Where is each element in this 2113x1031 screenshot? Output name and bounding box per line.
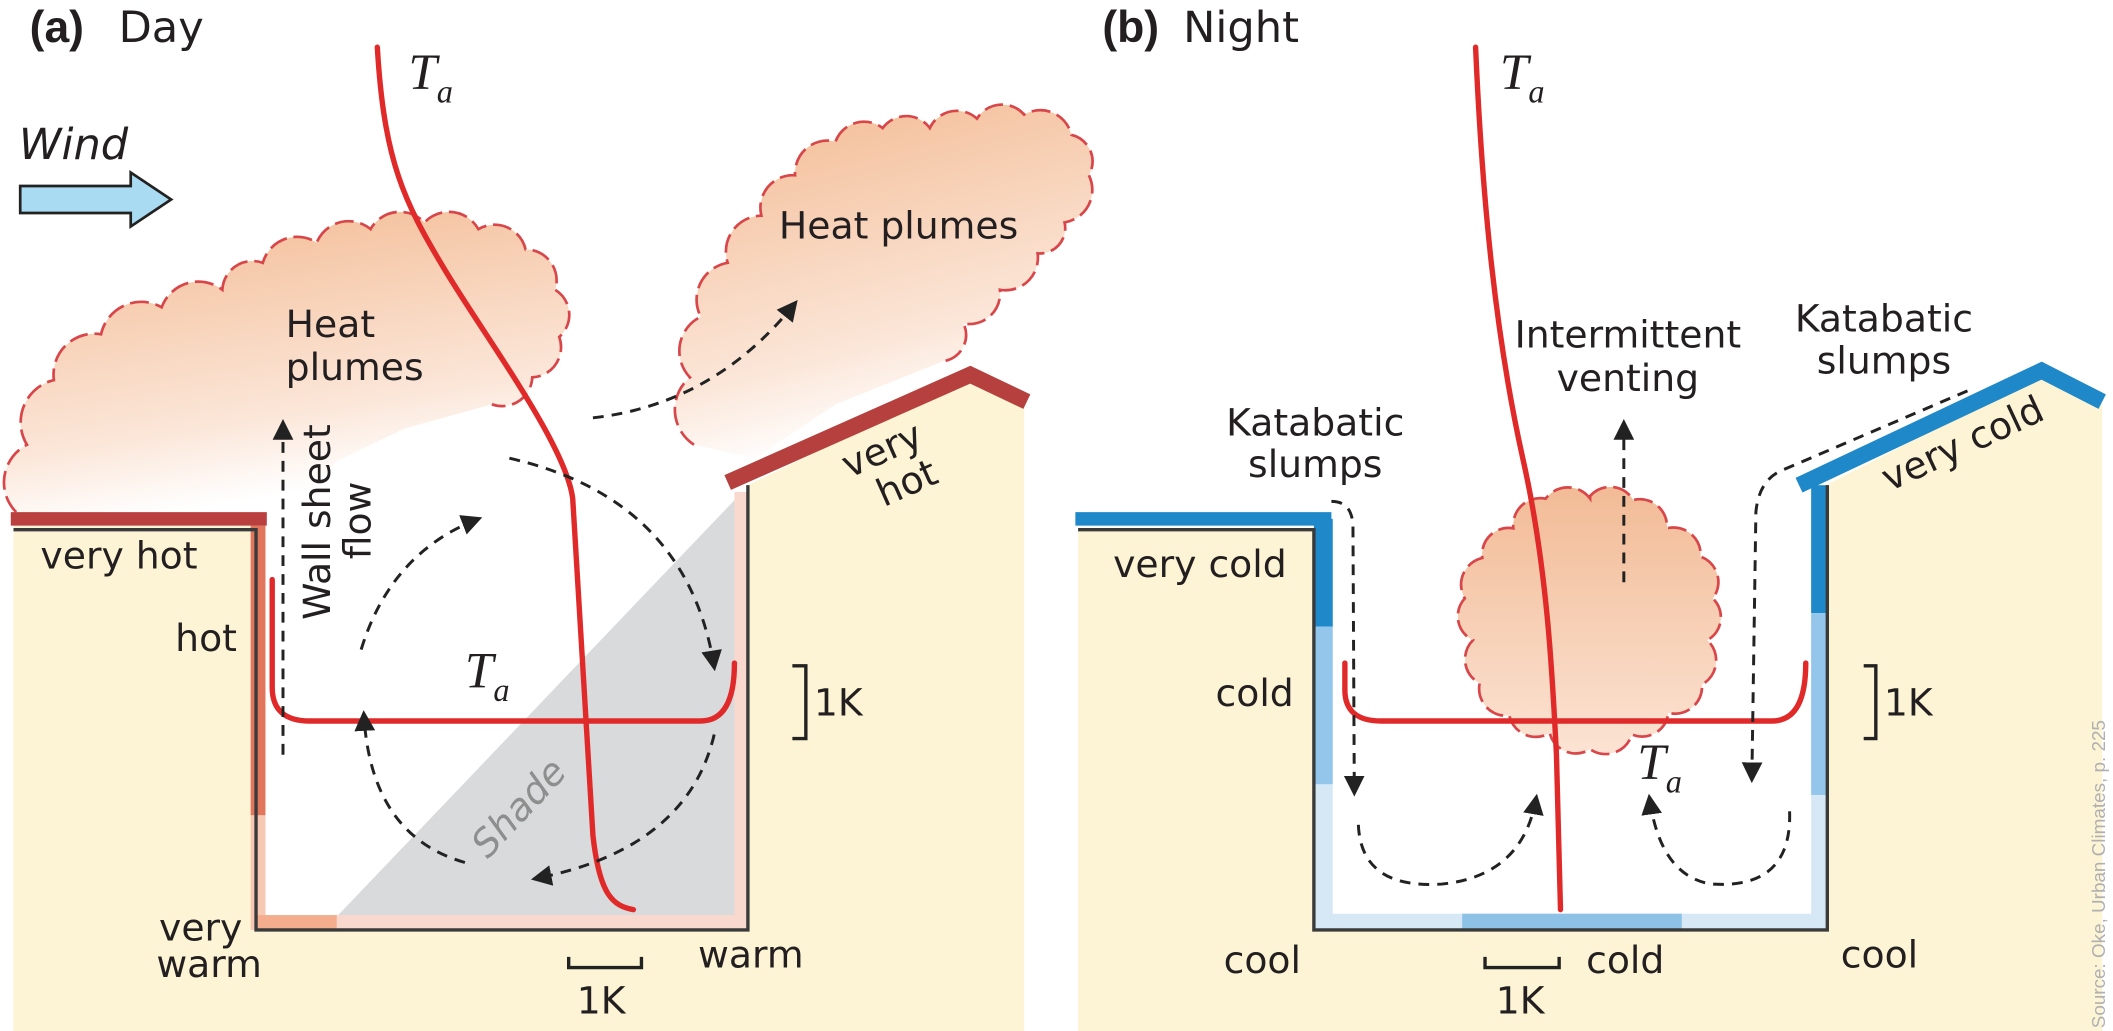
surface-label: warm — [698, 933, 804, 977]
line: Heat — [286, 302, 375, 346]
floor-very-warm — [256, 915, 337, 930]
line: warm — [156, 942, 262, 986]
subscript: a — [437, 73, 453, 109]
subscript: a — [493, 672, 509, 708]
wall-very-cold — [1811, 485, 1827, 613]
wall-cold — [1811, 613, 1827, 795]
panel-title: Day — [119, 3, 204, 53]
scale-label: 1K — [1496, 978, 1546, 1022]
wall-warm — [251, 815, 266, 930]
scale-label: 1K — [1884, 681, 1934, 725]
surface-label: cold — [1216, 671, 1294, 715]
temperature-label: Ta — [465, 642, 510, 707]
line: venting — [1557, 356, 1700, 400]
line: Wall sheet — [295, 424, 339, 620]
symbol: T — [1637, 734, 1669, 791]
wind-arrow — [20, 173, 171, 227]
line: slumps — [1248, 442, 1382, 486]
page: (a) Day Wind Ta Ta Heatplumes Heat plume… — [0, 0, 2113, 1031]
line: Katabatic — [1795, 297, 1973, 341]
line: flow — [336, 482, 380, 560]
scale-label: 1K — [814, 681, 864, 725]
symbol: T — [465, 642, 497, 699]
floor-cold — [1462, 914, 1682, 930]
line: slumps — [1817, 338, 1951, 382]
surface-label: hot — [175, 616, 237, 660]
temperature-label: Ta — [1500, 44, 1545, 109]
diagram: (a) Day Wind Ta Ta Heatplumes Heat plume… — [0, 0, 2113, 1031]
subscript: a — [1528, 73, 1544, 109]
wall-warm — [734, 492, 747, 930]
wall-hot — [251, 526, 266, 816]
annotation: Wall sheetflow — [295, 424, 379, 620]
scale-label: 1K — [577, 978, 627, 1022]
symbol: T — [408, 44, 440, 101]
wall-very-cold — [1314, 519, 1333, 627]
line: plumes — [286, 345, 424, 389]
source: Source: Oke, Urban Climates, p. 225 — [2088, 720, 2109, 1028]
wall-cool — [1811, 795, 1827, 930]
panel-label: (a) — [30, 3, 84, 52]
symbol: T — [1500, 44, 1532, 101]
floor-warm — [337, 915, 748, 930]
temperature-label: Ta — [1637, 734, 1682, 799]
surface-label: very hot — [40, 534, 197, 578]
annotation: Heat plumes — [779, 204, 1018, 248]
wall-cool — [1314, 784, 1333, 930]
surface-label: cold — [1586, 938, 1664, 982]
line: Katabatic — [1226, 400, 1404, 444]
surface-label: very cold — [1113, 542, 1287, 586]
wall-cold — [1314, 627, 1333, 785]
flow-arrow — [1358, 798, 1536, 885]
subscript: a — [1666, 763, 1682, 799]
heat-plume — [1458, 487, 1721, 754]
temperature-profile — [1476, 47, 1561, 909]
panel-label: (b) — [1102, 3, 1159, 52]
flow-arrow — [1649, 798, 1789, 885]
wind-label: Wind — [19, 120, 129, 170]
line: Intermittent — [1515, 313, 1742, 357]
temperature-label: Ta — [408, 44, 453, 109]
flow-arrow — [1331, 501, 1354, 792]
panel-title: Night — [1183, 3, 1299, 53]
surface-label: cool — [1224, 938, 1301, 982]
surface-label: cool — [1841, 933, 1918, 977]
shade — [337, 496, 739, 916]
